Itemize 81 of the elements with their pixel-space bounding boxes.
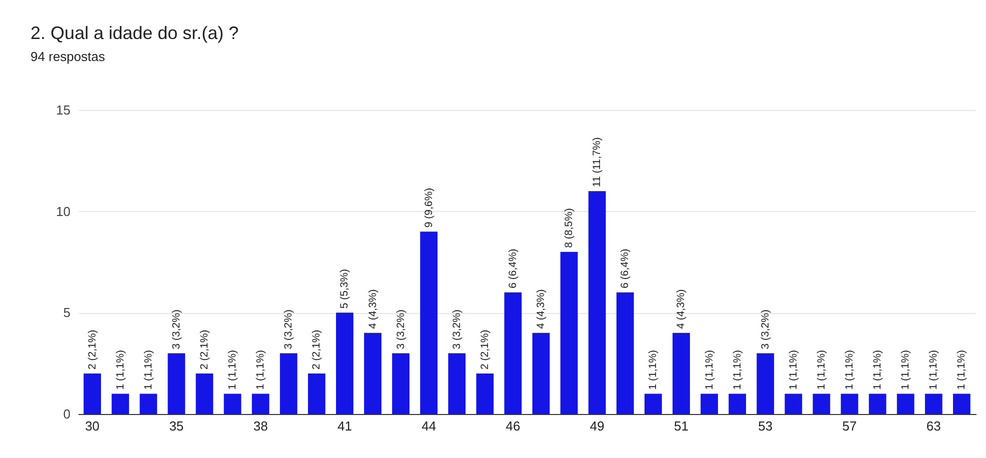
bar: [784, 394, 802, 414]
chart-title: 2. Qual a idade do sr.(a) ?: [30, 23, 239, 43]
x-tick-label: 44: [422, 418, 436, 434]
data-label: 1 (1,1%): [114, 350, 126, 390]
data-label: 4 (4,3%): [675, 289, 688, 329]
data-label: 3 (3,2%): [282, 310, 295, 350]
bar: [280, 353, 298, 414]
data-label: 1 (1,1%): [731, 350, 744, 390]
data-label: 2 (2,1%): [478, 330, 491, 370]
x-tick-label: 41: [337, 418, 352, 434]
bar: [168, 353, 186, 414]
x-tick-label: 57: [842, 418, 857, 434]
data-label: 1 (1,1%): [703, 350, 716, 390]
bar: [644, 394, 662, 414]
x-tick-label: 63: [926, 418, 941, 434]
bar: [868, 394, 886, 414]
data-label: 3 (3,2%): [394, 310, 407, 350]
data-label: 4 (4,3%): [366, 289, 379, 329]
bar: [420, 232, 438, 414]
data-label: 1 (1,1%): [647, 350, 660, 390]
y-tick-label: 5: [63, 305, 70, 320]
data-label: 3 (3,2%): [759, 310, 772, 350]
bar: [196, 373, 214, 414]
data-label: 3 (3,2%): [450, 310, 463, 350]
bar: [364, 332, 382, 414]
data-label: 2 (2,1%): [198, 330, 210, 370]
data-label: 1 (1,1%): [787, 350, 800, 390]
data-label: 1 (1,1%): [815, 350, 828, 390]
bar: [812, 394, 830, 414]
data-label: 1 (1,1%): [928, 350, 940, 390]
bar: [728, 394, 746, 414]
bar: [84, 373, 101, 414]
bar: [112, 394, 130, 414]
x-tick-label: 35: [169, 418, 184, 434]
bar: [532, 332, 550, 414]
x-tick-label: 38: [253, 418, 268, 434]
x-tick-label: 53: [758, 418, 773, 434]
data-label: 1 (1,1%): [956, 350, 968, 390]
data-label: 1 (1,1%): [900, 350, 912, 390]
bar: [252, 394, 270, 414]
x-tick-label: 51: [674, 418, 688, 434]
data-label: 1 (1,1%): [142, 350, 154, 390]
data-label: 1 (1,1%): [254, 350, 267, 390]
bar: [448, 353, 466, 414]
data-label: 2 (2,1%): [86, 330, 98, 370]
data-label: 8 (8,5%): [563, 208, 576, 248]
bar: [560, 252, 578, 414]
data-label: 2 (2,1%): [310, 330, 323, 370]
bar: [476, 373, 494, 414]
bar: [588, 191, 606, 414]
bar: [392, 353, 410, 414]
data-label: 6 (6,4%): [506, 248, 519, 288]
data-label: 11 (11,7%): [591, 137, 604, 188]
bar: [756, 353, 774, 414]
x-tick-label: 30: [85, 418, 100, 434]
data-label: 9 (9,6%): [422, 188, 435, 228]
x-tick-label: 46: [506, 418, 520, 434]
bar: [140, 394, 158, 414]
y-tick-label: 15: [56, 102, 70, 118]
bar: [672, 332, 690, 414]
bar: [924, 394, 942, 414]
bar: [840, 394, 858, 414]
data-label: 3 (3,2%): [170, 310, 182, 350]
data-label: 6 (6,4%): [619, 248, 632, 288]
y-tick-label: 10: [56, 204, 70, 219]
data-label: 5 (5,3%): [338, 268, 351, 309]
bar: [616, 292, 634, 414]
bar: [336, 312, 354, 414]
bar: [896, 394, 914, 414]
bar: [224, 394, 242, 414]
data-label: 1 (1,1%): [872, 350, 884, 390]
x-tick-label: 49: [590, 418, 604, 434]
bar: [504, 292, 522, 414]
bar: [700, 394, 718, 414]
data-label: 4 (4,3%): [535, 289, 548, 329]
y-tick-label: 0: [63, 406, 70, 422]
data-label: 1 (1,1%): [226, 350, 239, 390]
bar: [308, 373, 326, 414]
chart-subtitle: 94 respostas: [30, 49, 106, 64]
bar: [953, 394, 970, 414]
data-label: 1 (1,1%): [844, 350, 856, 390]
